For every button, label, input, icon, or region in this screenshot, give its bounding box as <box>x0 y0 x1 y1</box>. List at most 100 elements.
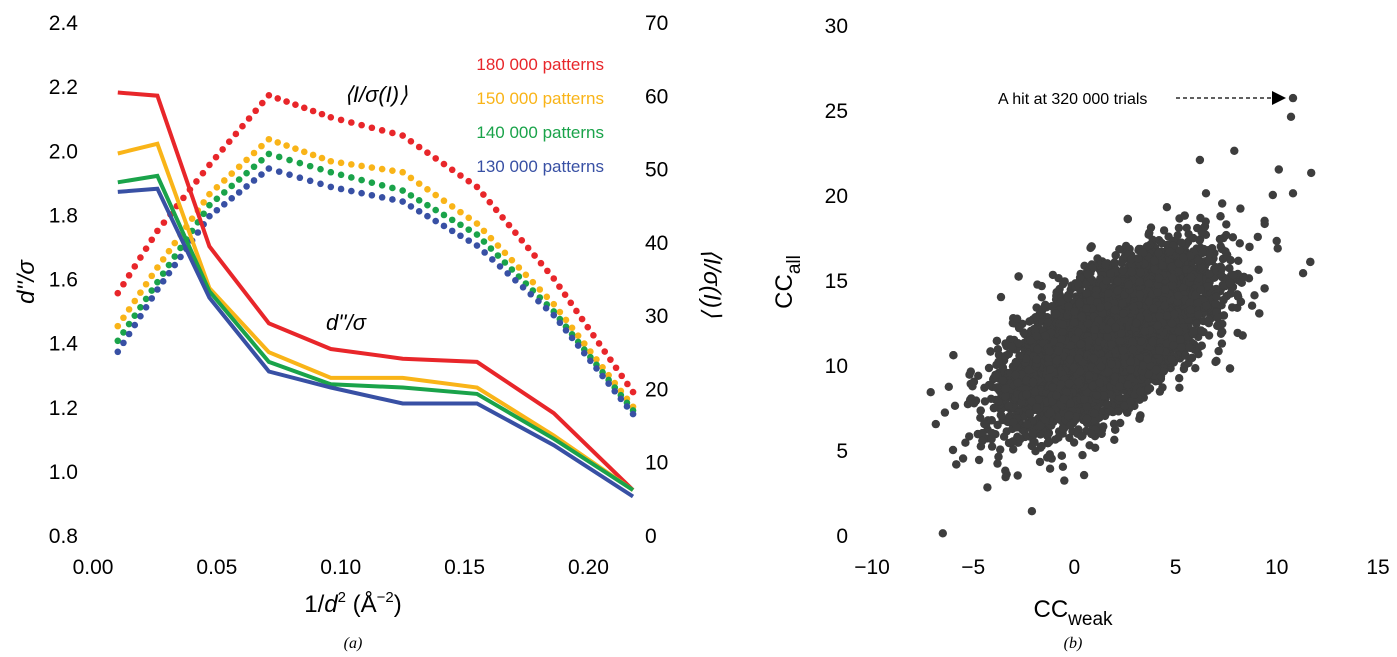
panel-a-i-sigma-dot <box>225 138 233 145</box>
panel-b-point <box>1204 331 1214 340</box>
panel-a-i-sigma-dot <box>137 254 144 261</box>
panel-a-series-d-sigma-line <box>117 90 635 492</box>
panel-a-i-sigma-dot <box>489 256 496 263</box>
panel-a-y-left-tick-label: 1.6 <box>49 269 78 292</box>
panel-a-i-sigma-dot <box>399 132 406 139</box>
panel-a-i-sigma-dot <box>137 303 144 311</box>
panel-a-i-sigma-dot <box>457 221 464 229</box>
panel-a-i-sigma-dot <box>562 316 570 324</box>
panel-a-i-sigma-dot <box>283 98 290 105</box>
panel-a-y-right-tick-label: 70 <box>645 12 668 35</box>
panel-a-i-sigma-dot <box>580 349 588 357</box>
panel-a-i-sigma-dot <box>148 236 156 244</box>
panel-a-i-sigma-dot <box>125 330 133 338</box>
panel-a-i-sigma-dot <box>171 253 179 260</box>
panel-a-i-sigma-dot <box>448 203 456 210</box>
panel-a-i-sigma-dot <box>228 170 236 177</box>
panel-a-i-sigma-dot <box>292 145 299 152</box>
panel-a-i-sigma-dot <box>457 172 464 179</box>
panel-a-i-sigma-dot <box>309 107 317 115</box>
panel-a-curve-label-d-sigma: d''/σ <box>326 310 367 335</box>
panel-a-i-sigma-dot <box>593 365 600 372</box>
panel-b-point <box>1079 470 1089 480</box>
panel-a-x-tick-label: 0.05 <box>196 556 237 579</box>
panel-a-i-sigma-dot <box>265 91 273 99</box>
panel-a-i-sigma-dot <box>220 200 228 208</box>
panel-a-i-sigma-dot <box>573 307 580 315</box>
panel-a-i-sigma-dot <box>296 159 304 167</box>
panel-a-i-sigma-dot <box>432 217 439 225</box>
panel-a-i-sigma-dot <box>286 156 293 164</box>
panel-a-i-sigma-dot <box>440 160 448 168</box>
panel-a-i-sigma-dot <box>265 150 273 158</box>
panel-b-point <box>1228 233 1238 242</box>
panel-a-i-sigma-dot <box>165 269 173 277</box>
panel-a-i-sigma-dot <box>587 348 594 355</box>
panel-a-i-sigma-dot <box>535 297 542 305</box>
panel-a-i-sigma-dot <box>424 149 431 156</box>
panel-a-i-sigma-dot <box>114 289 122 297</box>
panel-a-i-sigma-dot <box>348 187 355 195</box>
panel-a-i-sigma-dot <box>605 371 612 379</box>
panel-a-i-sigma-dot <box>131 297 139 305</box>
panel-a-i-sigma-dot <box>612 364 620 372</box>
panel-a-i-sigma-dot <box>494 242 502 249</box>
panel-a-series-i-sigma-dotted <box>114 91 637 396</box>
panel-a-i-sigma-dot <box>611 379 619 387</box>
panel-a-i-sigma-dot <box>200 210 207 218</box>
panel-a-x-tick-label: 0.15 <box>444 556 485 579</box>
panel-a-i-sigma-dot <box>593 356 600 363</box>
panel-a-i-sigma-dot <box>378 165 386 173</box>
panel-a-i-sigma-dot <box>580 340 588 347</box>
panel-a-i-sigma-dot <box>235 189 243 196</box>
panel-a-i-sigma-dot <box>206 201 213 209</box>
panel-b-point <box>987 442 997 451</box>
panel-a-i-sigma-dot <box>531 252 538 259</box>
panel-b-point <box>974 455 984 465</box>
panel-a-line-chart: 0.00 0.05 0.10 0.15 0.20 0.81.01.21.41.61.82… <box>13 12 725 652</box>
panel-a-i-sigma-dot <box>537 259 545 267</box>
panel-a-i-sigma-dot <box>358 176 365 184</box>
panel-a-i-sigma-dot <box>219 146 226 153</box>
panel-a-i-sigma-dot <box>496 263 504 270</box>
panel-a-i-sigma-dot <box>165 247 173 255</box>
panel-a-i-sigma-dot <box>368 124 376 132</box>
panel-a-i-sigma-dot <box>624 380 631 388</box>
panel-a-i-sigma-dot <box>562 327 570 334</box>
panel-a-i-sigma-dot <box>142 303 150 311</box>
panel-a-i-sigma-dot <box>327 168 335 176</box>
panel-a-i-sigma-dot <box>318 154 326 162</box>
panel-a-i-sigma-dot <box>543 293 551 301</box>
panel-a-y-left-tick-label: 1.2 <box>49 397 78 420</box>
panel-a-i-sigma-dot <box>578 315 586 323</box>
panel-a-i-sigma-dot <box>148 272 156 280</box>
panel-a-i-sigma-dot <box>318 110 326 118</box>
panel-a-y-left-tick-label: 1.4 <box>49 333 79 356</box>
panel-a-i-sigma-dot <box>512 229 519 236</box>
panel-a-i-sigma-dot <box>522 271 530 279</box>
panel-a-i-sigma-dot <box>544 267 551 275</box>
panel-a-i-sigma-dot <box>265 165 273 172</box>
panel-a-i-sigma-dot <box>389 184 396 192</box>
panel-a-i-sigma-dot <box>399 187 406 194</box>
panel-a-i-sigma-dot <box>556 308 564 316</box>
panel-a-i-sigma-dot <box>306 162 314 170</box>
panel-a-i-sigma-dot <box>556 319 564 327</box>
panel-a-i-sigma-dot <box>348 161 355 168</box>
panel-b-point <box>1037 293 1047 302</box>
panel-a-i-sigma-dot <box>465 226 473 233</box>
panel-a-i-sigma-dot <box>424 212 431 220</box>
panel-a-i-sigma-dot <box>275 168 283 175</box>
panel-a-series-d-sigma-line <box>117 173 635 492</box>
panel-b-point <box>1058 462 1068 471</box>
panel-a-i-sigma-dot <box>623 403 631 410</box>
panel-a-i-sigma-dot <box>368 191 376 199</box>
panel-a-i-sigma-dot <box>448 227 456 235</box>
panel-a-i-sigma-dot <box>574 332 582 340</box>
panel-a-i-sigma-dot <box>457 208 464 216</box>
panel-a-i-sigma-dot <box>317 165 324 173</box>
panel-a-i-sigma-dot <box>300 148 308 156</box>
panel-a-i-sigma-dot <box>154 264 161 271</box>
